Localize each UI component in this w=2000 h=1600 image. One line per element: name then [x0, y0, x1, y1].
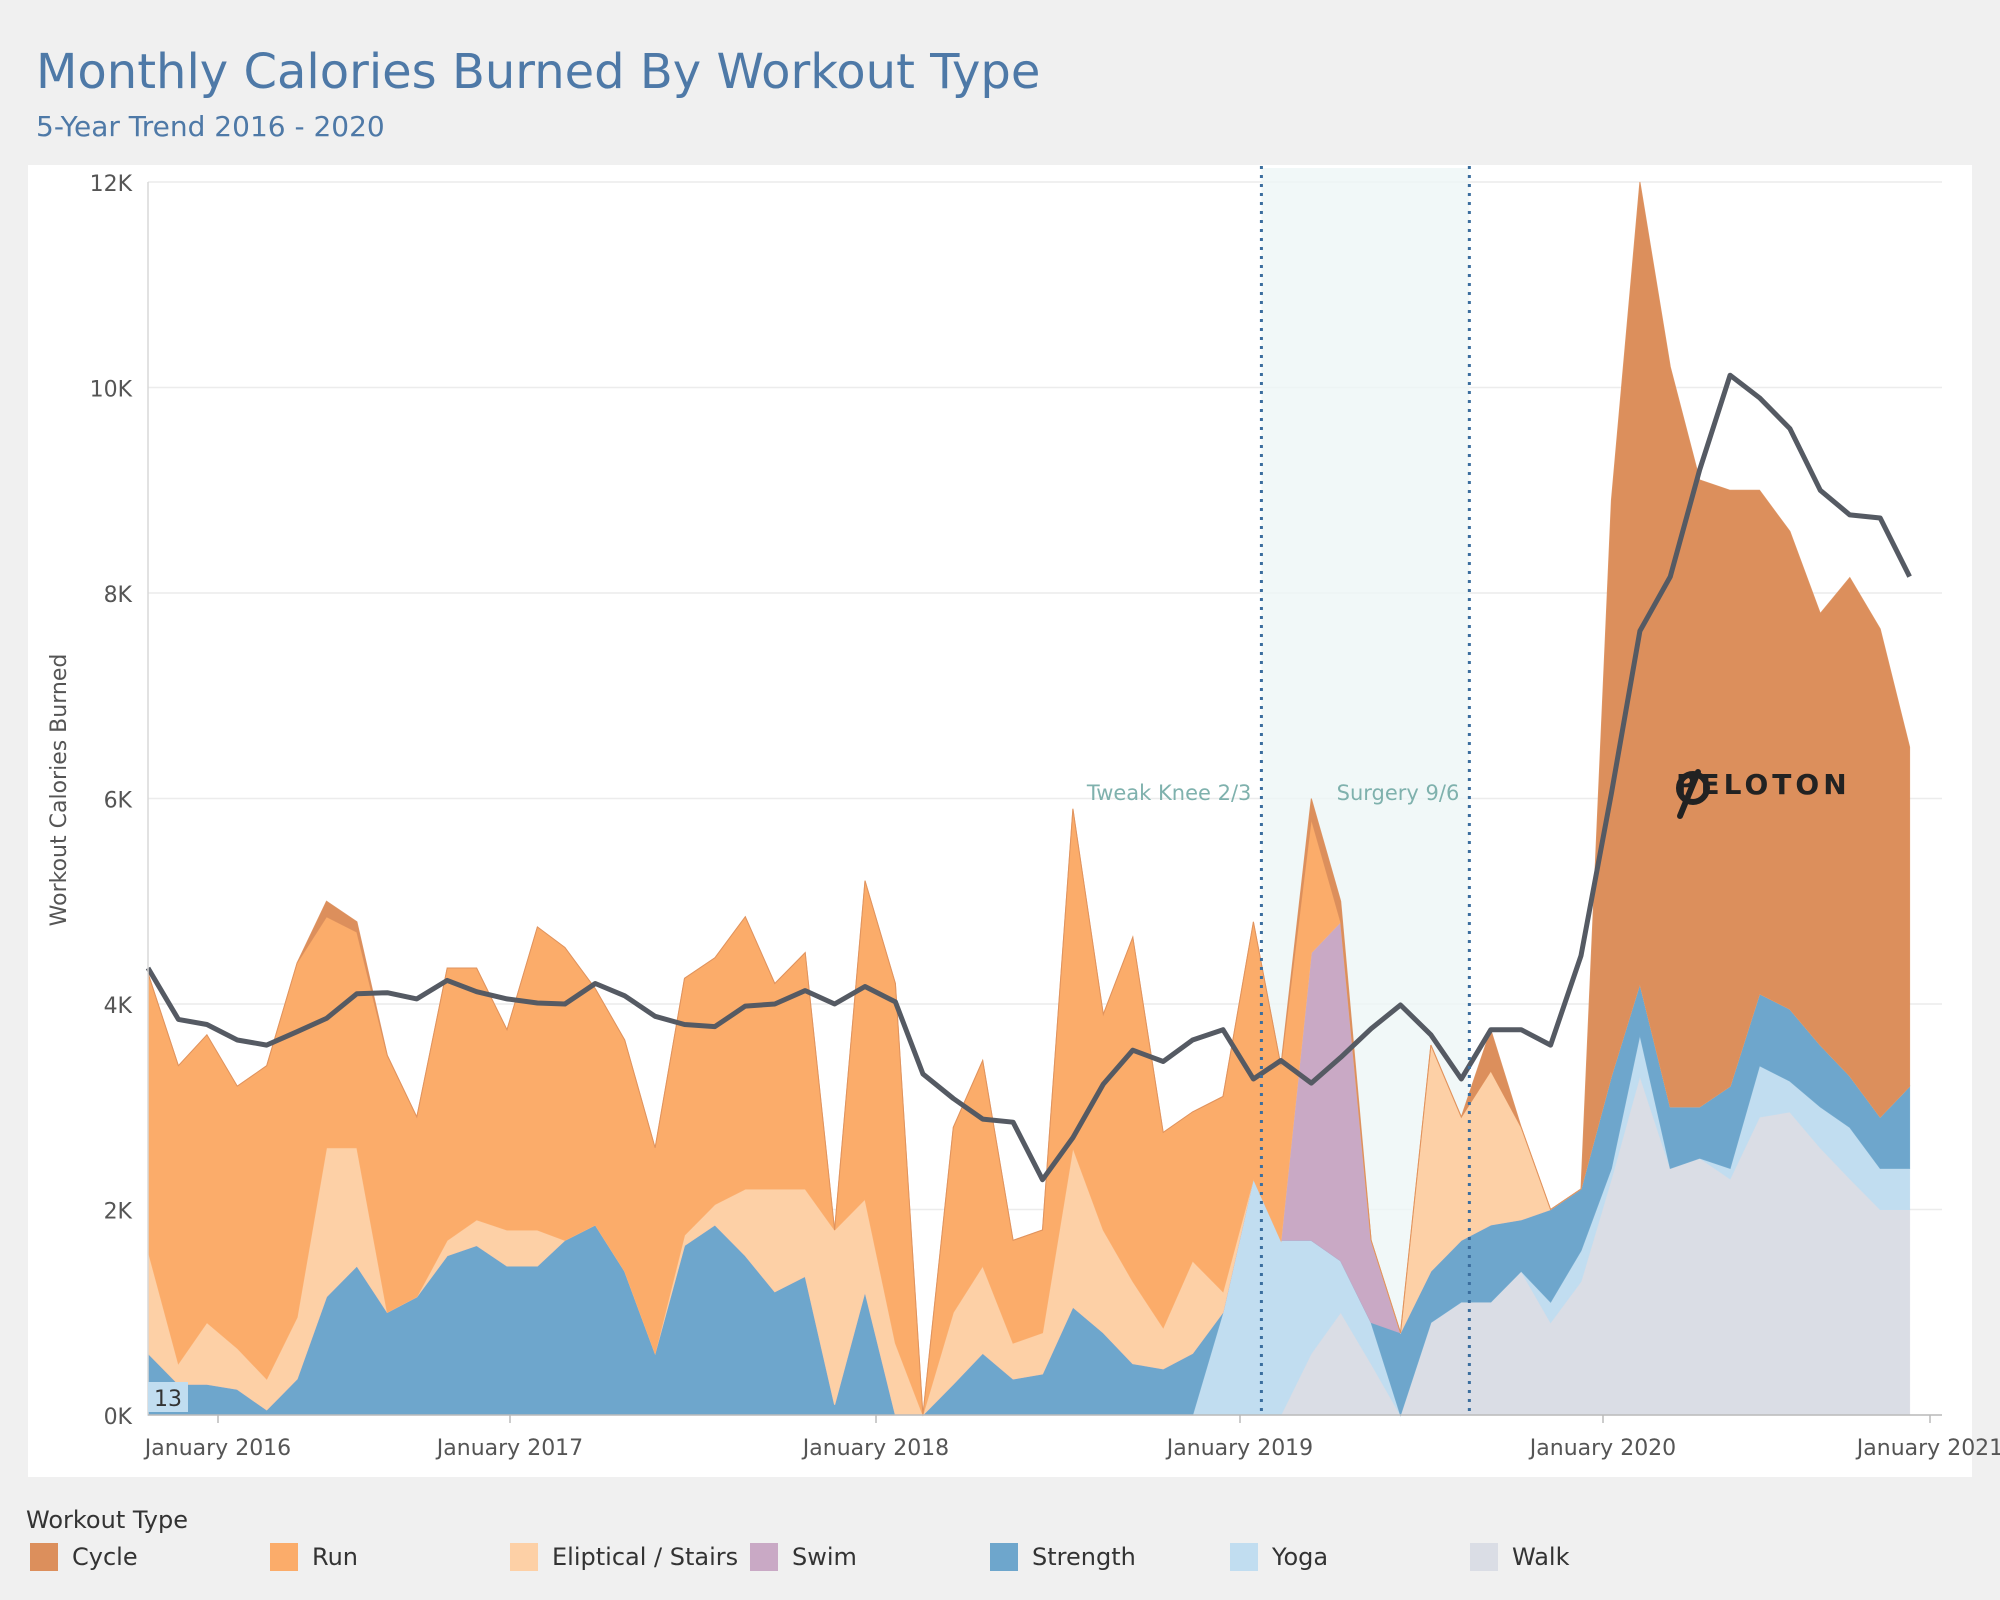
y-tick-label: 12K: [90, 172, 133, 197]
y-tick-label: 6K: [104, 789, 133, 814]
peloton-logo: PELOTON: [1670, 768, 1851, 819]
y-tick-label: 2K: [104, 1200, 133, 1225]
annotation-label: Surgery 9/6: [1337, 781, 1460, 805]
legend-swatch: [1230, 1543, 1258, 1571]
legend-label: Eliptical / Stairs: [552, 1543, 739, 1571]
legend-item-swim[interactable]: Swim: [750, 1542, 857, 1572]
count-badge: [148, 1382, 188, 1412]
y-tick-label: 0K: [104, 1405, 133, 1430]
count-badge-label: 13: [154, 1387, 182, 1412]
peloton-icon: [1676, 769, 1710, 819]
legend-label: Cycle: [72, 1543, 138, 1571]
legend-swatch: [750, 1543, 778, 1571]
legend-swatch: [30, 1543, 58, 1571]
annotation-label: Tweak Knee 2/3: [1086, 781, 1252, 805]
stacked-areas: [147, 181, 1911, 1417]
y-axis-title: Workout Calories Burned: [47, 654, 72, 927]
x-tick-label: January 2016: [143, 1436, 291, 1461]
legend-swatch: [990, 1543, 1018, 1571]
axes: 0K 2K 4K 6K 8K 10K 12K January 2016 January 2017…: [47, 172, 2000, 1461]
legend-label: Walk: [1512, 1543, 1570, 1571]
legend-label: Swim: [792, 1543, 857, 1571]
legend-item-walk[interactable]: Walk: [1470, 1542, 1569, 1572]
area-cycle[interactable]: [147, 181, 1911, 1416]
legend-swatch: [1470, 1543, 1498, 1571]
y-tick-label: 4K: [104, 994, 133, 1019]
legend-title: Workout Type: [26, 1506, 188, 1534]
legend-item-yoga[interactable]: Yoga: [1230, 1542, 1328, 1572]
legend-item-run[interactable]: Run: [270, 1542, 358, 1572]
legend-swatch: [270, 1543, 298, 1571]
legend-label: Yoga: [1272, 1543, 1329, 1571]
trend-line[interactable]: [145, 372, 1912, 1183]
legend-swatch: [510, 1543, 538, 1571]
chart-title: Monthly Calories Burned By Workout Type: [36, 44, 1041, 100]
legend-item-strength[interactable]: Strength: [990, 1542, 1136, 1572]
chart-subtitle: 5-Year Trend 2016 - 2020: [36, 110, 385, 143]
legend-label: Strength: [1032, 1543, 1136, 1571]
x-tick-label: January 2019: [1165, 1436, 1313, 1461]
y-tick-label: 8K: [104, 583, 133, 608]
x-tick-label: January 2017: [435, 1436, 583, 1461]
annotations: Tweak Knee 2/3 Surgery 9/6 13: [148, 166, 1471, 1415]
legend-label: Run: [312, 1543, 359, 1571]
x-tick-label: January 2018: [801, 1436, 949, 1461]
x-tick-label: January 2021: [1855, 1436, 2000, 1461]
legend-item-cycle[interactable]: Cycle: [30, 1542, 138, 1572]
y-tick-label: 10K: [90, 378, 133, 403]
x-tick-label: January 2020: [1528, 1436, 1676, 1461]
legend-item-eliptical-stairs[interactable]: Eliptical / Stairs: [510, 1542, 738, 1572]
trend-line-group: [145, 372, 1912, 1183]
